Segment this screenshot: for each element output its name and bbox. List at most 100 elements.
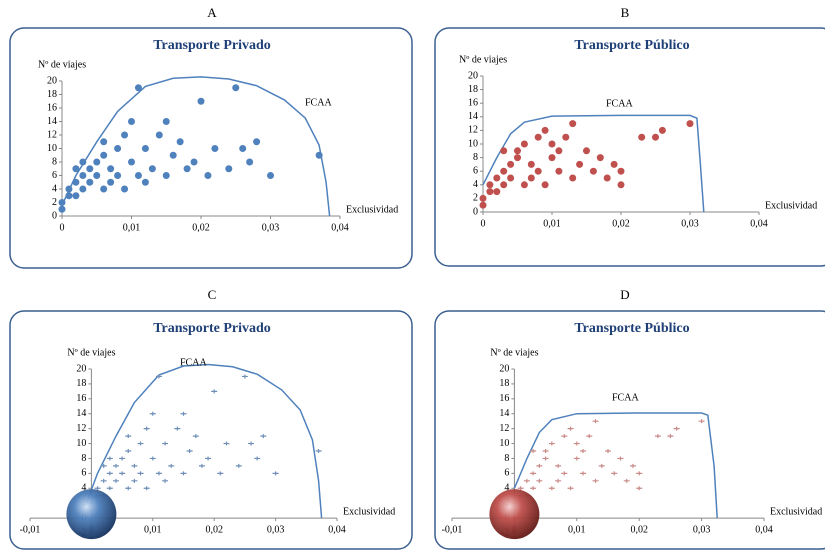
y-tick-label: 0 <box>52 210 57 221</box>
y-tick-label: 4 <box>473 179 478 190</box>
point <box>86 178 94 186</box>
y-tick-label: 20 <box>47 75 57 86</box>
y-tick-label: 10 <box>499 438 509 449</box>
point <box>542 449 549 453</box>
point <box>169 151 177 159</box>
point <box>315 151 323 159</box>
y-tick-label: 6 <box>81 468 86 479</box>
point <box>583 147 590 155</box>
point <box>610 160 618 168</box>
point <box>143 426 150 431</box>
fcaa-label: FCAA <box>612 392 639 403</box>
point <box>652 133 659 141</box>
point <box>567 426 574 431</box>
x-tick-label: 0,03 <box>262 222 280 233</box>
x-tick-label: 0,02 <box>630 524 648 535</box>
point <box>143 486 150 491</box>
fcaa-curve <box>513 412 718 519</box>
point <box>536 463 543 468</box>
point <box>272 471 279 476</box>
y-tick-label: 14 <box>76 408 86 419</box>
point <box>486 181 494 189</box>
point <box>617 456 624 461</box>
point <box>542 456 549 461</box>
chart-title: Transporte Privado <box>153 321 271 336</box>
point <box>162 478 169 483</box>
point <box>121 131 129 139</box>
point <box>573 456 580 461</box>
point <box>567 486 574 491</box>
point <box>548 154 556 162</box>
point <box>235 463 242 468</box>
point <box>580 449 587 453</box>
y-tick-label: 20 <box>499 363 509 374</box>
point <box>65 192 73 200</box>
point <box>141 178 149 186</box>
y-tick-label: 20 <box>76 363 86 374</box>
y-tick-label: 18 <box>468 84 478 95</box>
chart-title: Transporte Público <box>574 38 689 53</box>
point <box>629 463 636 468</box>
point <box>174 426 181 431</box>
point <box>107 178 115 186</box>
point <box>119 456 126 461</box>
point <box>267 172 274 179</box>
point <box>112 478 119 483</box>
x-tick-label: 0,04 <box>750 218 768 229</box>
point <box>611 471 618 476</box>
point <box>636 486 643 491</box>
point <box>530 486 537 491</box>
point <box>211 145 219 152</box>
x-tick-label: -0,01 <box>20 524 41 535</box>
point <box>520 181 528 189</box>
y-tick-label: 18 <box>76 378 86 389</box>
x-tick-label: 0,01 <box>144 524 162 535</box>
panel-frame <box>434 310 825 550</box>
point <box>162 118 170 125</box>
point <box>534 133 542 141</box>
panel-label: D <box>620 287 629 302</box>
y-tick-label: 14 <box>468 111 478 122</box>
x-tick-label: 0 <box>481 218 486 229</box>
x-tick-label: 0,04 <box>328 524 346 535</box>
x-axis-label: Exclusividad <box>765 200 817 211</box>
point <box>186 449 193 453</box>
point <box>638 133 646 141</box>
point <box>617 181 625 189</box>
x-tick-label: 0,01 <box>568 524 586 535</box>
point <box>100 185 108 193</box>
point <box>527 174 535 182</box>
y-tick-label: 18 <box>499 378 509 389</box>
point <box>112 463 119 468</box>
point <box>548 441 555 446</box>
point <box>260 434 267 439</box>
fcaa-label: FCAA <box>305 97 332 108</box>
point <box>253 138 261 146</box>
point <box>180 411 187 416</box>
point <box>514 147 521 155</box>
point <box>119 471 126 476</box>
y-tick-label: 12 <box>468 125 478 136</box>
point <box>100 463 107 468</box>
y-tick-label: 2 <box>473 193 478 204</box>
point <box>548 486 555 491</box>
point <box>517 486 524 491</box>
point <box>241 374 248 379</box>
point <box>654 434 661 439</box>
y-tick-label: 16 <box>468 97 478 108</box>
y-tick-label: 12 <box>76 423 86 434</box>
point <box>162 441 169 446</box>
point <box>125 434 132 439</box>
y-tick-label: 12 <box>499 423 509 434</box>
point <box>148 165 156 173</box>
point <box>530 471 537 476</box>
point <box>79 158 87 166</box>
chart-title: Transporte Privado <box>153 38 271 53</box>
point <box>225 165 233 173</box>
origin-sphere <box>489 489 540 540</box>
y-tick-label: 14 <box>499 408 509 419</box>
point <box>623 478 630 483</box>
point <box>555 478 562 483</box>
point <box>106 471 113 476</box>
